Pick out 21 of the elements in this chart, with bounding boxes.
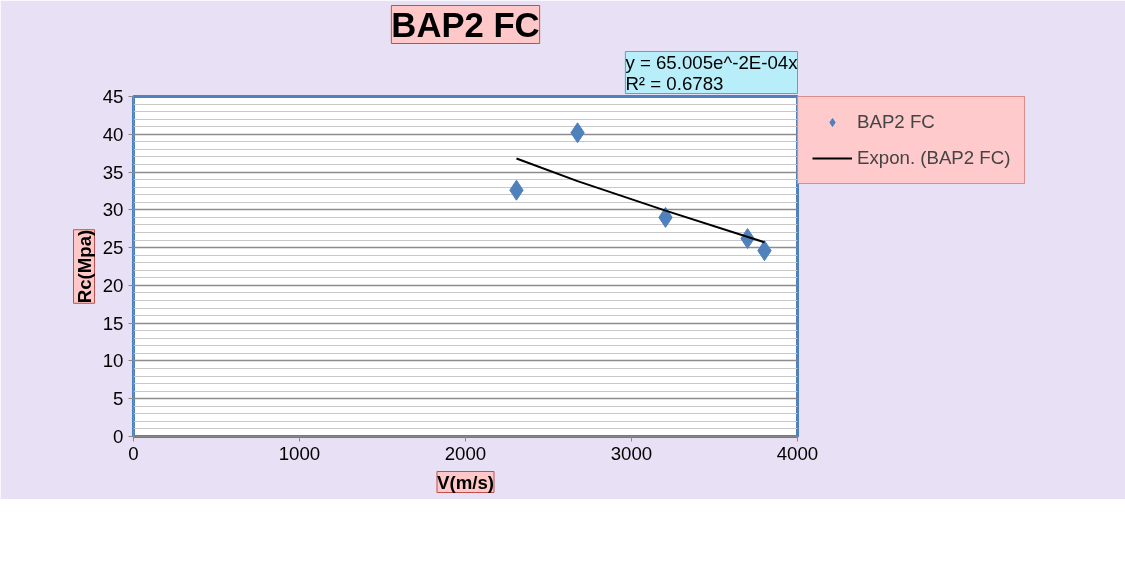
y-tick-label: 15 xyxy=(102,312,124,334)
y-axis-title: Rc(Mpa) xyxy=(73,229,95,304)
y-tick-label: 0 xyxy=(113,426,124,447)
x-tick-label: 1000 xyxy=(278,442,321,464)
y-tick-label: 30 xyxy=(102,199,124,221)
y-tick-label: 25 xyxy=(102,237,124,259)
x-tick-label: 2000 xyxy=(444,442,487,464)
y-tick-label: 35 xyxy=(102,161,124,183)
chart-title: BAP2 FC xyxy=(391,5,540,44)
y-tick-label: 20 xyxy=(102,274,124,296)
x-tick-label: 4000 xyxy=(776,442,819,464)
x-tick-label: 3000 xyxy=(610,442,653,464)
y-tick-label: 45 xyxy=(102,86,124,107)
text: y = 65.005e^-2E-04x R² = 0.6783 xyxy=(625,51,799,94)
legend-label: Expon. (BAP2 FC) xyxy=(857,147,1011,169)
y-tick-label: 5 xyxy=(113,388,124,410)
x-tick-label: 0 xyxy=(128,442,139,464)
y-tick-label: 10 xyxy=(102,350,124,372)
y-tick-label: 40 xyxy=(102,123,124,145)
legend-label: BAP2 FC xyxy=(857,111,935,133)
x-axis-title: V(m/s) xyxy=(436,471,495,493)
